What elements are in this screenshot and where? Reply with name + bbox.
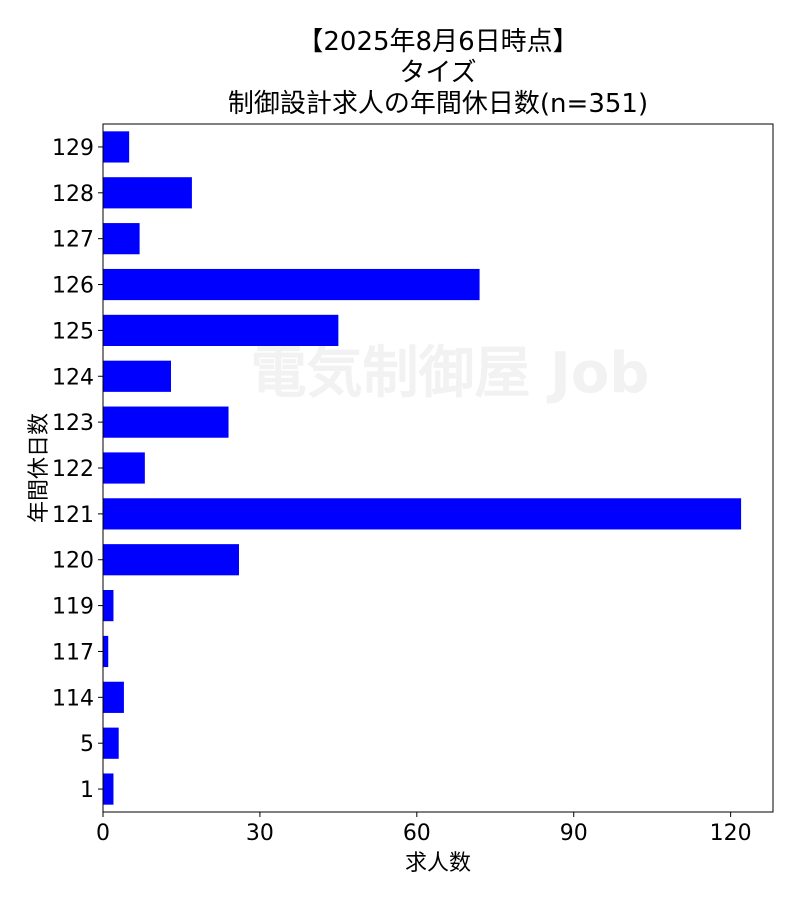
bar-124 <box>103 360 171 392</box>
y-tick-label: 129 <box>52 136 94 161</box>
bar-127 <box>103 223 140 255</box>
bar-114 <box>103 681 124 713</box>
chart-title: 【2025年8月6日時点】 タイズ 制御設計求人の年間休日数(n=351) <box>228 27 648 119</box>
x-tick-label: 90 <box>560 821 588 846</box>
x-tick-label: 30 <box>246 821 274 846</box>
bar-5 <box>103 727 119 759</box>
y-tick-label: 128 <box>52 182 94 207</box>
title-line-2: タイズ <box>399 58 476 88</box>
plot-frame <box>102 123 774 813</box>
x-tick-label: 0 <box>96 821 110 846</box>
x-axis-label: 求人数 <box>405 851 471 876</box>
x-tick-label: 60 <box>403 821 431 846</box>
bar-117 <box>103 635 109 668</box>
y-tick-label: 1 <box>80 778 94 803</box>
y-tick-label: 126 <box>52 274 94 299</box>
bar-126 <box>103 268 480 301</box>
y-tick-label: 119 <box>52 595 94 620</box>
bar-119 <box>103 590 114 622</box>
watermark-logo: 電気制御屋 Job <box>251 341 650 406</box>
bar-122 <box>103 452 145 484</box>
bar-125 <box>103 314 339 346</box>
y-tick-label: 124 <box>52 365 94 390</box>
y-tick-label: 123 <box>52 411 94 436</box>
y-tick-label: 120 <box>52 549 94 574</box>
bar-128 <box>103 177 192 209</box>
title-line-3: 制御設計求人の年間休日数(n=351) <box>228 89 648 119</box>
y-tick-label: 117 <box>52 640 94 665</box>
bar-120 <box>103 544 239 576</box>
y-tick-label: 125 <box>52 319 94 344</box>
x-axis-ticks: 0 30 60 90 120 <box>96 812 752 846</box>
y-tick-label: 114 <box>52 686 94 711</box>
y-tick-label: 122 <box>52 457 94 482</box>
y-axis-ticks: 1 5 114 117 119 120 121 122 123 124 125 126 127 128 12… <box>52 136 103 803</box>
y-tick-label: 121 <box>52 503 94 528</box>
title-line-1: 【2025年8月6日時点】 <box>297 27 578 57</box>
bar-129 <box>103 131 130 163</box>
bar-121 <box>103 498 742 530</box>
x-tick-label: 120 <box>710 821 752 846</box>
y-axis-label: 年間休日数 <box>27 413 52 523</box>
bar-123 <box>103 406 229 438</box>
y-tick-label: 127 <box>52 228 94 253</box>
bars-layer <box>103 131 742 805</box>
y-tick-label: 5 <box>80 732 94 757</box>
bar-1 <box>103 773 114 805</box>
